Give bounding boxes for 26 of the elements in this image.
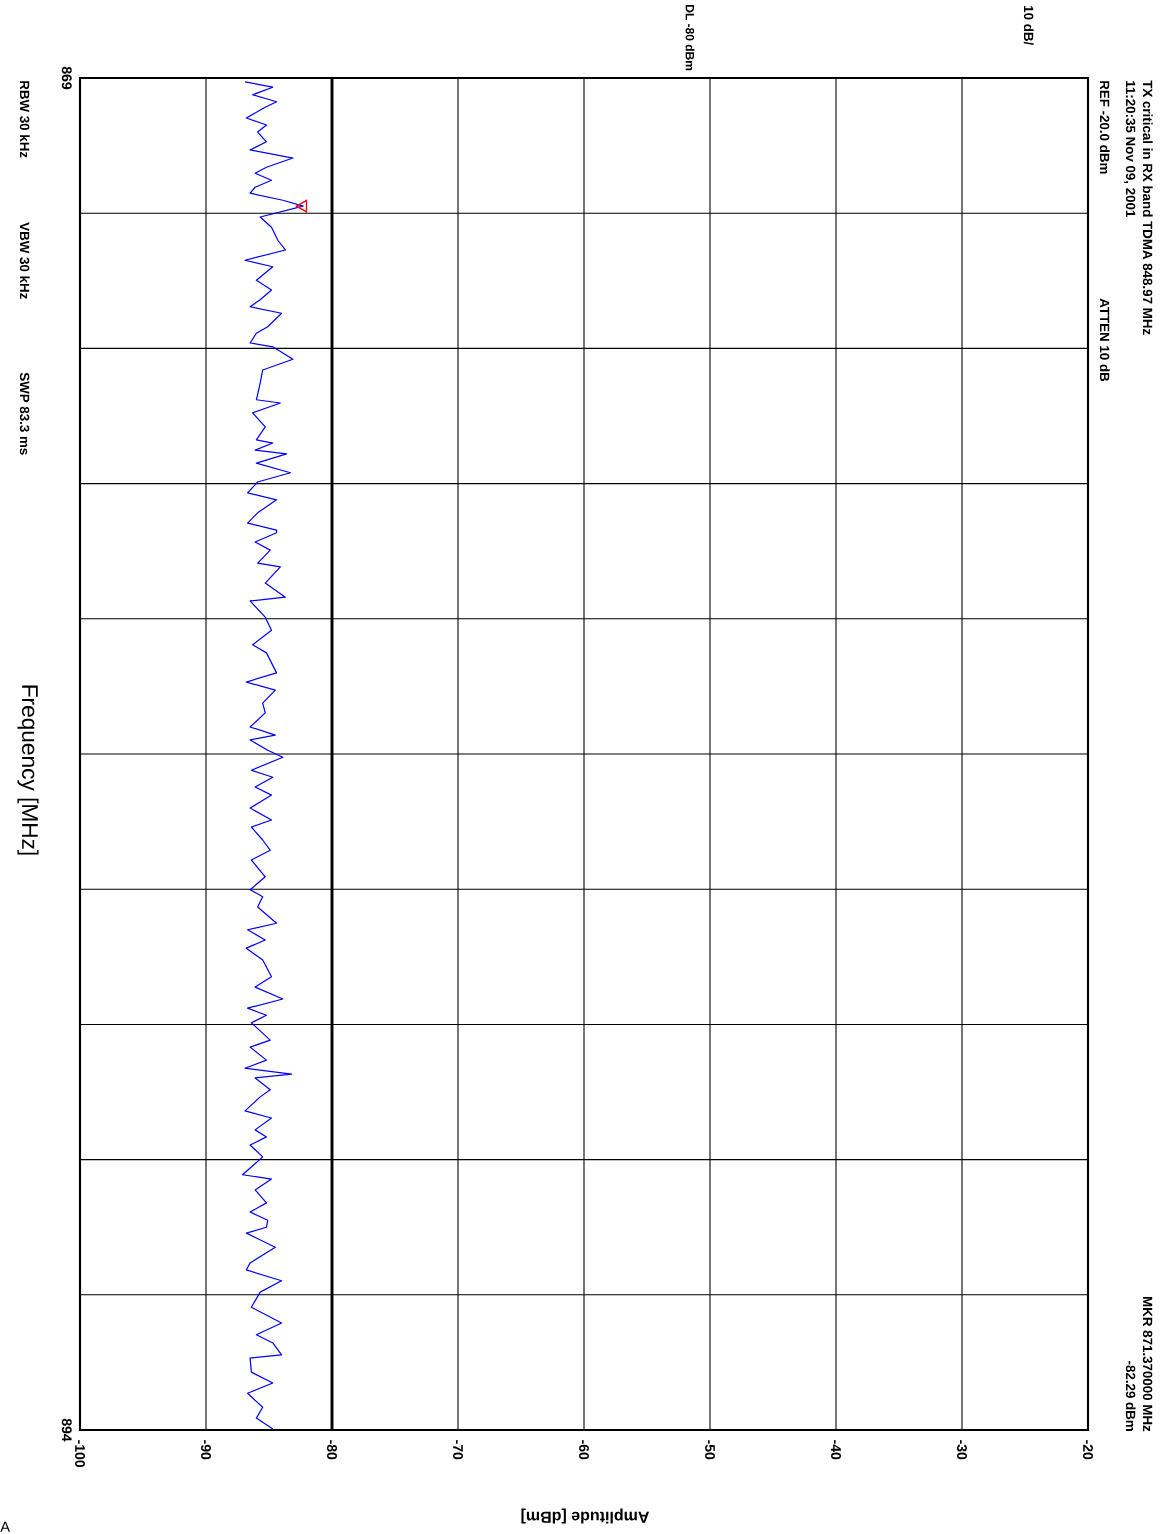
y-tick-label: 894: [61, 1418, 72, 1442]
text: 11:20:35 Nov 09, 2001: [1123, 81, 1136, 217]
x-tick-label: -40: [831, 1440, 841, 1460]
x-tick-label: -30: [957, 1440, 967, 1460]
x-axis-title: Amplitude [dBm]: [521, 1508, 650, 1524]
line-series: [241, 81, 304, 1430]
text: 10 dB/: [1023, 6, 1034, 46]
text: RBW 30 kHz: [19, 81, 30, 158]
x-tick-label: -50: [705, 1440, 715, 1460]
text: SWP 83.3 ms: [19, 372, 30, 455]
x-tick-label: -100: [75, 1440, 85, 1468]
text: ATTEN 10 dB: [1099, 298, 1110, 382]
text: REF -20.0 dBm: [1099, 81, 1110, 174]
x-tick-label: -70: [453, 1440, 463, 1460]
y-tick-label: 869: [61, 66, 72, 90]
y-axis-title: Frequency [MHz]: [17, 685, 39, 855]
text: VBW 30 kHz: [19, 222, 30, 299]
text: -82.29 dBm: [1125, 1361, 1136, 1431]
text: A: [0, 1521, 11, 1532]
x-tick-label: -90: [201, 1440, 211, 1460]
ref-line-label: DL -80 dBm: [685, 5, 695, 71]
x-tick-label: -80: [327, 1440, 337, 1460]
x-tick-label: -20: [1083, 1440, 1093, 1460]
text: TX critical in RX band TDMA 848.97 MHz: [1142, 80, 1153, 335]
text: MKR 871.370000 MHz: [1142, 1297, 1153, 1432]
x-tick-label: -60: [579, 1440, 589, 1460]
